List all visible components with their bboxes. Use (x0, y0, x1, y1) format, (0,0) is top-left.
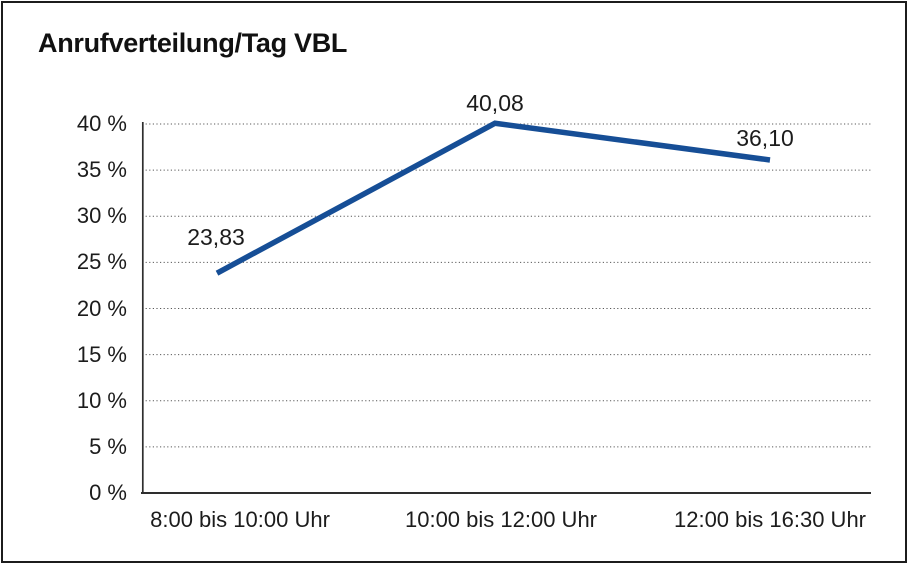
y-axis-tick-label: 15 % (76, 341, 127, 367)
x-axis-category-label: 8:00 bis 10:00 Uhr (150, 507, 330, 532)
y-axis-tick-label: 25 % (76, 249, 127, 275)
x-axis-category-label: 12:00 bis 16:30 Uhr (673, 507, 867, 532)
x-axis-category-label: 10:00 bis 12:00 Uhr (404, 507, 598, 532)
y-axis-tick-label: 0 % (89, 480, 127, 505)
y-axis-tick-label: 35 % (76, 157, 127, 183)
chart-title: Anrufverteilung/Tag VBL (38, 28, 348, 58)
y-axis-tick-label: 30 % (76, 203, 127, 229)
y-axis-tick-label: 5 % (89, 433, 127, 459)
y-axis-tick-label: 40 % (76, 111, 127, 136)
data-point-label: 23,83 (187, 224, 245, 250)
y-axis-tick-label: 10 % (76, 387, 127, 413)
data-line (215, 120, 771, 276)
data-point-label: 40,08 (466, 90, 524, 116)
data-point-label: 36,10 (736, 125, 794, 151)
y-axis-tick-label: 20 % (76, 295, 127, 321)
